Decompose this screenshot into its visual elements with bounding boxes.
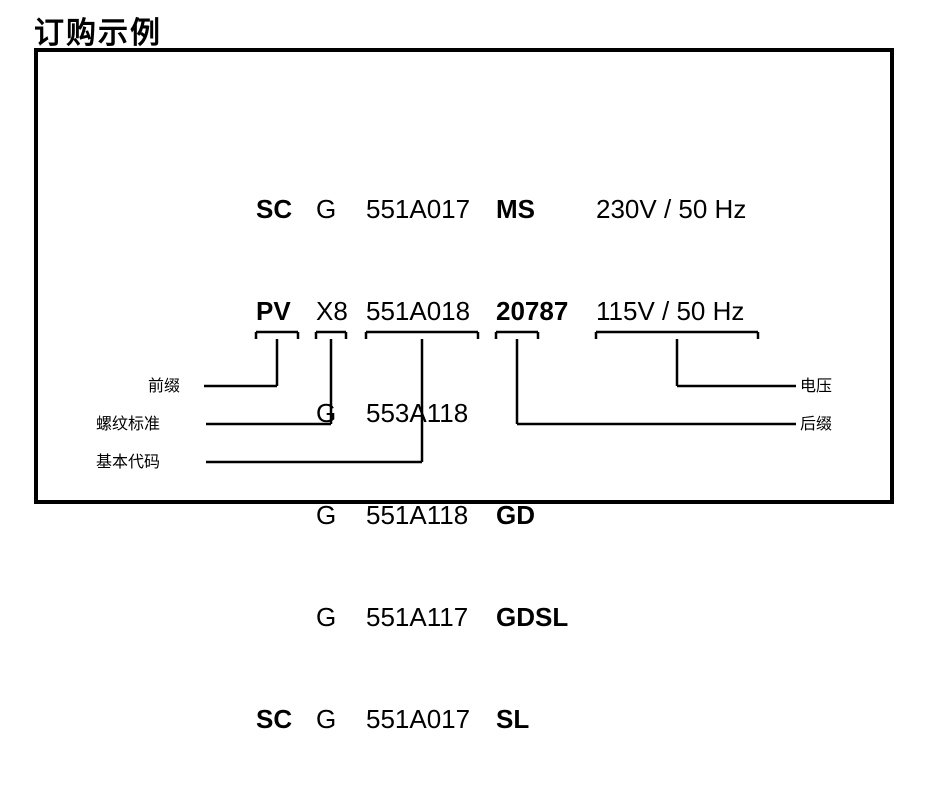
code-row: PVX8551A01820787115V / 50 Hz [256,294,796,328]
code-row: SCG551A017SL [256,702,796,736]
cell-thread: X8 [316,294,366,328]
label-prefix: 前缀 [148,372,180,396]
diagram-title: 订购示例 [34,8,162,52]
code-row: G551A117GDSL [256,600,796,634]
cell-suffix: GDSL [496,600,596,634]
cell-base: 551A117 [366,600,496,634]
cell-thread: G [316,498,366,532]
code-row: SCG551A017MS230V / 50 Hz [256,192,796,226]
cell-suffix: GD [496,498,596,532]
cell-prefix: SC [256,192,316,226]
label-suffix: 后缀 [800,410,832,434]
cell-suffix: 20787 [496,294,596,328]
cell-base: 551A017 [366,702,496,736]
cell-thread: G [316,702,366,736]
cell-thread: G [316,396,366,430]
cell-voltage: 230V / 50 Hz [596,192,796,226]
cell-prefix: PV [256,294,316,328]
cell-base: 553A118 [366,396,496,430]
cell-thread: G [316,192,366,226]
code-row: G551A118GD [256,498,796,532]
label-voltage: 电压 [800,372,832,396]
label-base: 基本代码 [96,448,160,472]
cell-base: 551A018 [366,294,496,328]
diagram-frame: SCG551A017MS230V / 50 Hz PVX8551A0182078… [34,48,894,504]
cell-base: 551A017 [366,192,496,226]
cell-voltage: 115V / 50 Hz [596,294,796,328]
code-row: G553A118 [256,396,796,430]
cell-suffix: SL [496,702,596,736]
cell-prefix: SC [256,702,316,736]
label-thread: 螺纹标准 [96,410,160,434]
cell-suffix: MS [496,192,596,226]
cell-thread: G [316,600,366,634]
code-grid: SCG551A017MS230V / 50 Hz PVX8551A0182078… [256,124,796,804]
cell-base: 551A118 [366,498,496,532]
